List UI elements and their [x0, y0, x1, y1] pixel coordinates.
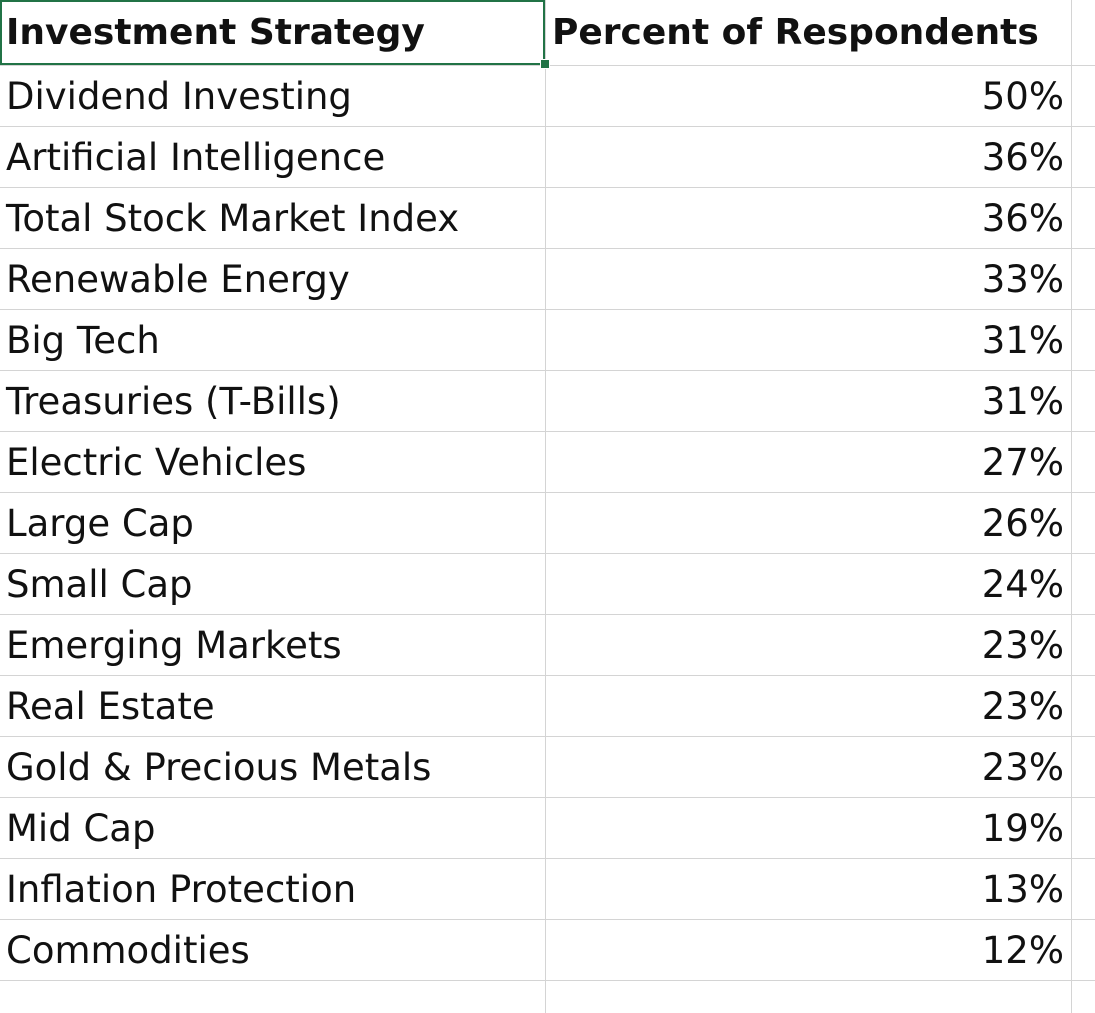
table-row: Emerging Markets 23% — [0, 615, 1095, 676]
table-row: Large Cap 26% — [0, 493, 1095, 554]
empty-cell[interactable] — [1072, 920, 1095, 981]
table-row: Electric Vehicles 27% — [0, 432, 1095, 493]
percent-cell[interactable]: 23% — [546, 676, 1072, 737]
table-row: Mid Cap 19% — [0, 798, 1095, 859]
strategy-cell[interactable]: Small Cap — [0, 554, 546, 615]
strategy-cell[interactable]: Artificial Intelligence — [0, 127, 546, 188]
empty-cell[interactable] — [1072, 432, 1095, 493]
strategy-cell[interactable]: Real Estate — [0, 676, 546, 737]
table-row: Treasuries (T-Bills) 31% — [0, 371, 1095, 432]
percent-cell[interactable]: 31% — [546, 371, 1072, 432]
strategy-cell[interactable]: Total Stock Market Index — [0, 188, 546, 249]
table-row: Renewable Energy 33% — [0, 249, 1095, 310]
empty-cell[interactable] — [1072, 798, 1095, 859]
strategy-cell[interactable]: Emerging Markets — [0, 615, 546, 676]
table-row: Commodities 12% — [0, 920, 1095, 981]
empty-cell[interactable] — [1072, 0, 1095, 66]
table-row: Inflation Protection 13% — [0, 859, 1095, 920]
percent-cell[interactable]: 23% — [546, 737, 1072, 798]
table-row: Real Estate 23% — [0, 676, 1095, 737]
empty-cell[interactable] — [1072, 615, 1095, 676]
empty-cell[interactable] — [1072, 188, 1095, 249]
percent-cell[interactable]: 26% — [546, 493, 1072, 554]
table-row: Small Cap 24% — [0, 554, 1095, 615]
percent-cell[interactable]: 23% — [546, 615, 1072, 676]
strategy-cell[interactable]: Treasuries (T-Bills) — [0, 371, 546, 432]
table-row: Artificial Intelligence 36% — [0, 127, 1095, 188]
empty-cell[interactable] — [1072, 66, 1095, 127]
empty-cell[interactable] — [1072, 127, 1095, 188]
percent-cell[interactable]: 27% — [546, 432, 1072, 493]
table-row: Big Tech 31% — [0, 310, 1095, 371]
empty-row — [0, 981, 1095, 1013]
strategy-cell[interactable]: Big Tech — [0, 310, 546, 371]
header-cell-investment-strategy[interactable]: Investment Strategy — [0, 0, 546, 66]
percent-cell[interactable]: 12% — [546, 920, 1072, 981]
percent-cell[interactable]: 31% — [546, 310, 1072, 371]
table-row: Total Stock Market Index 36% — [0, 188, 1095, 249]
strategy-cell[interactable]: Mid Cap — [0, 798, 546, 859]
empty-cell[interactable] — [1072, 371, 1095, 432]
strategy-cell[interactable]: Gold & Precious Metals — [0, 737, 546, 798]
strategy-cell[interactable]: Electric Vehicles — [0, 432, 546, 493]
percent-cell[interactable]: 19% — [546, 798, 1072, 859]
empty-cell[interactable] — [1072, 676, 1095, 737]
strategy-cell[interactable]: Dividend Investing — [0, 66, 546, 127]
percent-cell[interactable]: 33% — [546, 249, 1072, 310]
strategy-cell[interactable]: Renewable Energy — [0, 249, 546, 310]
empty-cell[interactable] — [546, 981, 1072, 1013]
fill-handle[interactable] — [540, 59, 550, 69]
empty-cell[interactable] — [1072, 493, 1095, 554]
empty-cell[interactable] — [1072, 737, 1095, 798]
strategy-cell[interactable]: Commodities — [0, 920, 546, 981]
empty-cell[interactable] — [1072, 554, 1095, 615]
header-row: Investment Strategy Percent of Responden… — [0, 0, 1095, 66]
header-cell-percent-of-respondents[interactable]: Percent of Respondents — [546, 0, 1072, 66]
table-row: Dividend Investing 50% — [0, 66, 1095, 127]
empty-cell[interactable] — [0, 981, 546, 1013]
percent-cell[interactable]: 36% — [546, 188, 1072, 249]
strategy-cell[interactable]: Inflation Protection — [0, 859, 546, 920]
percent-cell[interactable]: 36% — [546, 127, 1072, 188]
strategy-cell[interactable]: Large Cap — [0, 493, 546, 554]
table-row: Gold & Precious Metals 23% — [0, 737, 1095, 798]
percent-cell[interactable]: 50% — [546, 66, 1072, 127]
empty-cell[interactable] — [1072, 859, 1095, 920]
empty-cell[interactable] — [1072, 249, 1095, 310]
empty-cell[interactable] — [1072, 981, 1095, 1013]
empty-cell[interactable] — [1072, 310, 1095, 371]
percent-cell[interactable]: 24% — [546, 554, 1072, 615]
percent-cell[interactable]: 13% — [546, 859, 1072, 920]
